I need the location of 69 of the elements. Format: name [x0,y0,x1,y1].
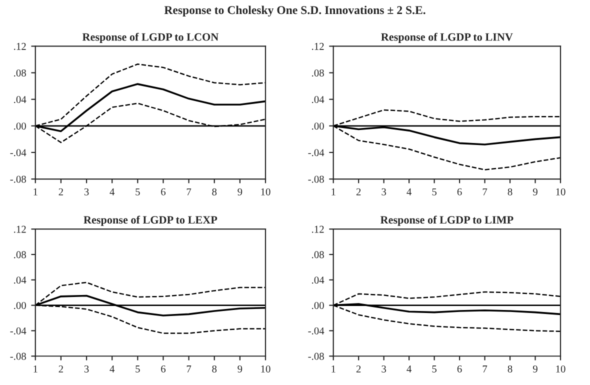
x-tick-label: 2 [58,188,63,196]
x-tick-label: 7 [186,188,192,196]
y-tick-label: .08 [14,251,26,258]
x-tick-label: 1 [332,188,336,196]
x-tick-label: 6 [457,365,462,372]
y-tick-label: -.08 [10,352,26,360]
x-tick-label: 5 [432,366,437,372]
x-tick-label: 2 [356,188,361,196]
y-tick-label: .04 [312,276,324,284]
x-tick-label: 7 [186,366,192,372]
x-tick-label: 8 [212,188,217,196]
y-tick-label: .00 [14,302,26,310]
y-tick-label: .12 [14,42,26,50]
x-tick-label: 6 [457,188,462,196]
x-tick-label: 1 [34,366,38,372]
x-tick-label: 6 [161,188,166,196]
x-tick-label: 8 [508,365,512,372]
y-tick-label: .12 [312,42,324,50]
y-tick-label: -.04 [308,327,324,334]
y-tick-label: .00 [14,122,26,130]
y-tick-label: -.08 [308,352,324,360]
y-tick-label: -.04 [308,149,324,156]
x-tick-label: 5 [432,188,437,196]
x-tick-label: 7 [482,366,488,372]
y-tick-label: .12 [14,226,26,233]
x-tick-label: 3 [382,365,386,372]
y-tick-label: .08 [312,251,324,258]
x-tick-label: 10 [556,188,566,196]
x-tick-label: 3 [84,365,89,372]
y-tick-label: .04 [312,96,324,104]
x-tick-label: 10 [261,365,270,372]
chart-title: Response of LGDP to LCON [82,32,219,44]
x-tick-label: 10 [261,188,270,196]
y-tick-label: .12 [312,226,324,233]
y-tick-label: .08 [14,69,26,77]
y-tick-label: .04 [14,96,26,104]
y-tick-label: .08 [312,69,324,77]
x-tick-label: 1 [332,366,336,372]
x-tick-label: 9 [532,365,538,372]
x-tick-label: 2 [356,365,361,372]
x-tick-label: 3 [382,188,386,196]
x-tick-label: 4 [110,366,115,372]
y-tick-label: -.08 [308,176,324,183]
x-tick-label: 7 [482,188,488,196]
x-tick-label: 9 [532,188,538,196]
x-tick-label: 8 [508,188,512,196]
chart-title: Response of LGDP to LEXP [84,216,218,226]
x-tick-label: 4 [110,188,115,196]
x-tick-label: 4 [406,366,412,372]
x-tick-label: 4 [406,188,412,196]
x-tick-label: 1 [34,188,38,196]
x-tick-label: 5 [136,366,140,372]
y-tick-label: -.08 [10,176,26,183]
y-tick-label: .04 [14,276,26,284]
x-tick-label: 9 [238,365,242,372]
x-tick-label: 6 [161,365,166,372]
x-tick-label: 2 [58,365,63,372]
y-tick-label: .00 [312,122,324,130]
y-tick-label: .00 [312,302,324,310]
x-tick-label: 10 [556,365,566,372]
x-tick-label: 3 [84,188,89,196]
x-tick-label: 9 [238,188,242,196]
x-tick-label: 8 [212,365,217,372]
x-tick-label: 5 [136,188,140,196]
y-tick-label: -.04 [10,327,26,334]
text: Response to Cholesky One S.D. Innovations ± 2 S.E. [164,6,426,17]
chart-title: Response of LGDP to LIMP [380,216,514,226]
y-tick-label: -.04 [10,149,26,156]
chart-title: Response of LGDP to LINV [381,32,513,44]
